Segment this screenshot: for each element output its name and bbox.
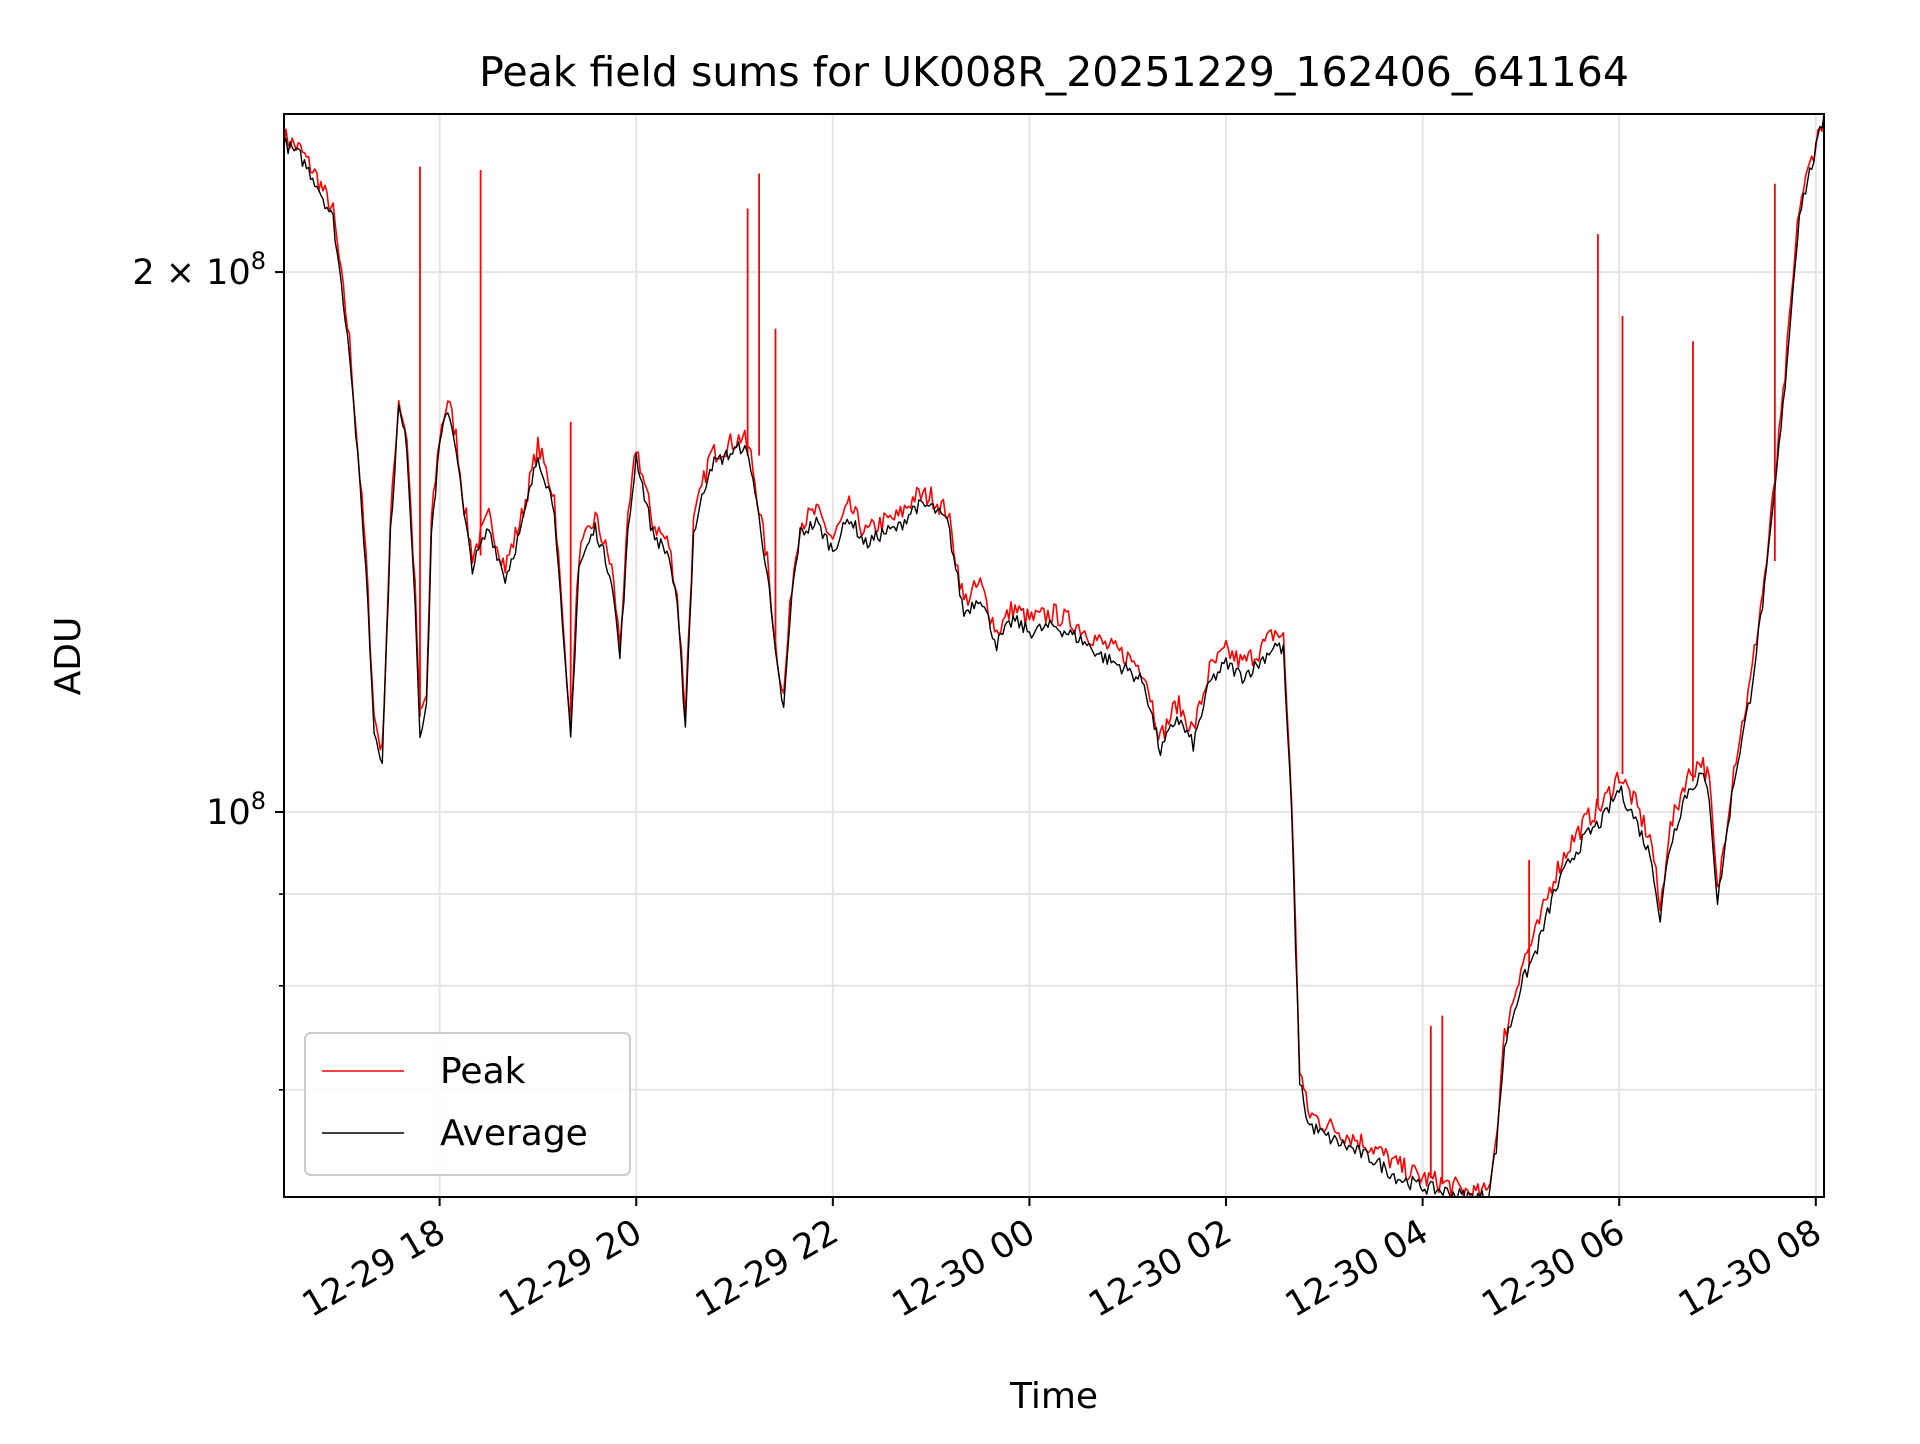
legend: Peak Average: [304, 1032, 631, 1176]
y-tick-label: 2 × 108: [132, 247, 266, 293]
series-average: [284, 117, 1824, 1197]
x-axis-label: Time: [1009, 1376, 1098, 1417]
y-tick-label-mantissa: 2 × 10: [132, 253, 250, 293]
y-tick-label-exponent: 8: [251, 787, 266, 815]
legend-peak-label: Peak: [440, 1051, 526, 1092]
y-axis-label: ADU: [48, 617, 89, 696]
chart-title: Peak field sums for UK008R_20251229_1624…: [479, 48, 1629, 96]
plot-frame: [283, 113, 1825, 1198]
y-tick-label-exponent: 8: [251, 247, 266, 275]
legend-average-label: Average: [440, 1113, 588, 1154]
y-tick-label-mantissa: 10: [206, 793, 251, 833]
series-peak-line: [284, 114, 1824, 1197]
series-average-line: [284, 117, 1824, 1197]
y-tick-label: 108: [206, 787, 266, 833]
grid-layer: [284, 114, 1824, 1197]
plot-layer: [284, 114, 1824, 1197]
series-peak: [284, 114, 1824, 1197]
legend-box: [304, 1032, 631, 1176]
